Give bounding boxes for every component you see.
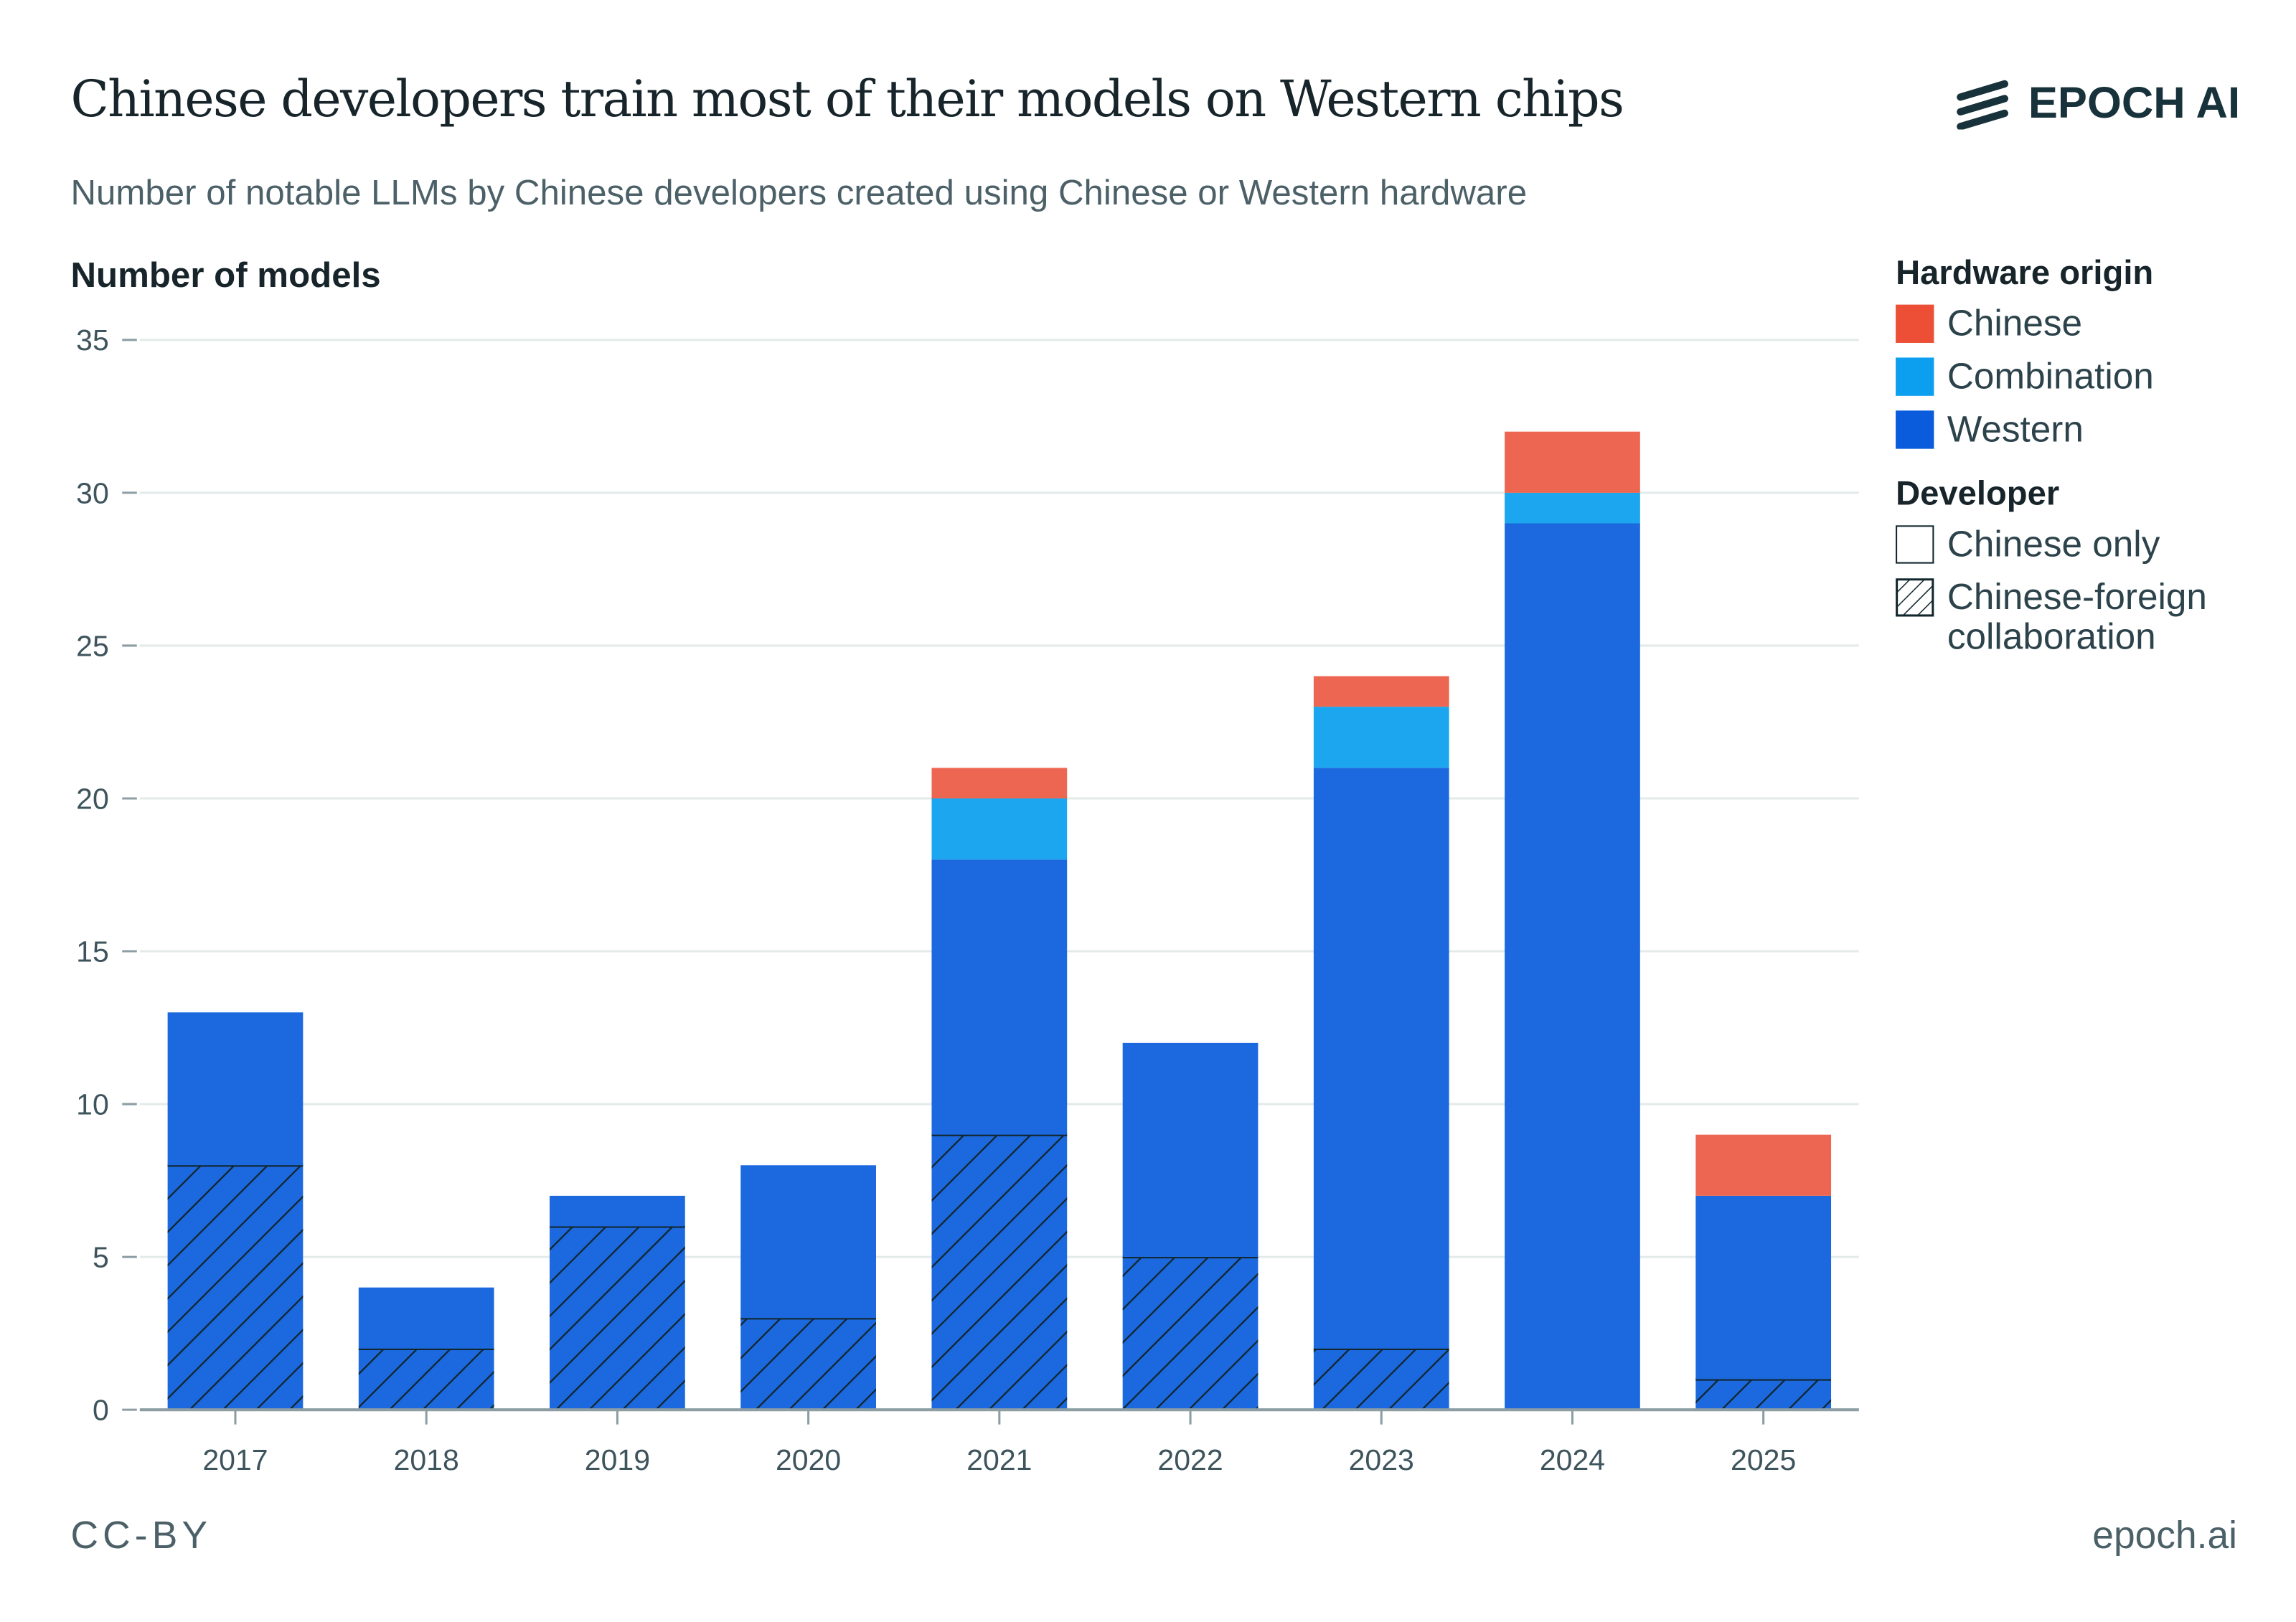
legend-item-combination: Combination	[1896, 357, 2207, 397]
bar-segment	[1313, 768, 1449, 1349]
logo-text: EPOCH AI	[2028, 79, 2241, 128]
x-tick-label: 2018	[394, 1443, 459, 1476]
x-tick-label: 2020	[776, 1443, 841, 1476]
bar-segment	[1505, 523, 1640, 1410]
hatch-overlay	[358, 1348, 494, 1410]
y-tick-label: 25	[76, 629, 109, 662]
legend-label: Chinese-foreign collaboration	[1947, 577, 2207, 658]
bar-segment	[931, 798, 1068, 860]
chart-title: Chinese developers train most of their m…	[70, 70, 1624, 130]
x-tick-label: 2022	[1157, 1443, 1223, 1476]
bar-segment	[1505, 431, 1640, 493]
bar-segment	[1313, 676, 1449, 707]
legend-item-chinese: Chinese	[1896, 303, 2207, 345]
y-tick-label: 20	[76, 782, 109, 815]
x-tick-label: 2021	[966, 1443, 1032, 1476]
x-tick-label: 2023	[1349, 1443, 1414, 1476]
legend-label: Chinese only	[1947, 524, 2160, 565]
hatch-overlay	[550, 1226, 685, 1410]
bar-segment	[1505, 492, 1640, 524]
legend-item-collaboration: Chinese-foreign collaboration	[1896, 577, 2207, 658]
swatch-western	[1896, 410, 1934, 449]
chart-subtitle: Number of notable LLMs by Chinese develo…	[70, 174, 1528, 214]
swatch-combination	[1896, 357, 1934, 396]
legend-item-chinese-only: Chinese only	[1896, 524, 2207, 565]
y-tick-label: 10	[76, 1088, 109, 1121]
legend-developer-title: Developer	[1896, 473, 2060, 512]
bar-segment	[167, 1012, 304, 1166]
bar-segment	[740, 1165, 876, 1319]
legend-label: Combination	[1947, 356, 2154, 397]
y-tick-label: 5	[93, 1240, 109, 1273]
swatch-chinese	[1896, 304, 1934, 343]
y-tick-label: 15	[76, 935, 109, 968]
hatch-overlay	[1695, 1379, 1832, 1410]
y-axis-label: Number of models	[70, 255, 381, 296]
x-tick-label: 2019	[585, 1443, 650, 1476]
bar-segment	[931, 768, 1068, 798]
swatch-chinese-only	[1896, 525, 1934, 564]
hatch-overlay	[740, 1318, 876, 1410]
bar-segment	[1695, 1195, 1832, 1380]
epoch-logo: EPOCH AI	[1954, 80, 2240, 130]
legend-label: Chinese	[1947, 303, 2083, 345]
legend-hardware-title: Hardware origin	[1896, 253, 2154, 292]
legend: Hardware origin Chinese Combination West…	[1896, 253, 2207, 671]
bar-segment	[1695, 1134, 1832, 1196]
y-tick-label: 35	[76, 324, 109, 357]
legend-item-western: Western	[1896, 410, 2207, 450]
bar-segment	[1122, 1042, 1258, 1258]
hatch-overlay	[1313, 1348, 1449, 1410]
site-link[interactable]: epoch.ai	[2092, 1512, 2237, 1557]
x-tick-label: 2025	[1731, 1443, 1796, 1476]
bar-segment	[358, 1287, 494, 1349]
bar-segment	[1313, 707, 1449, 768]
epoch-logo-icon	[1957, 80, 2009, 130]
y-tick-label: 0	[93, 1394, 109, 1427]
license: CC-BY	[70, 1512, 212, 1557]
bar-segment	[550, 1195, 685, 1227]
hatch-overlay	[167, 1165, 304, 1410]
y-tick-label: 30	[76, 476, 109, 509]
bar-segment	[931, 859, 1068, 1135]
hatch-overlay	[1122, 1257, 1258, 1410]
x-tick-label: 2024	[1540, 1443, 1605, 1476]
hatch-overlay	[931, 1134, 1068, 1410]
x-tick-label: 2017	[202, 1443, 268, 1476]
swatch-hatched	[1896, 578, 1934, 617]
legend-label: Western	[1947, 409, 2084, 451]
